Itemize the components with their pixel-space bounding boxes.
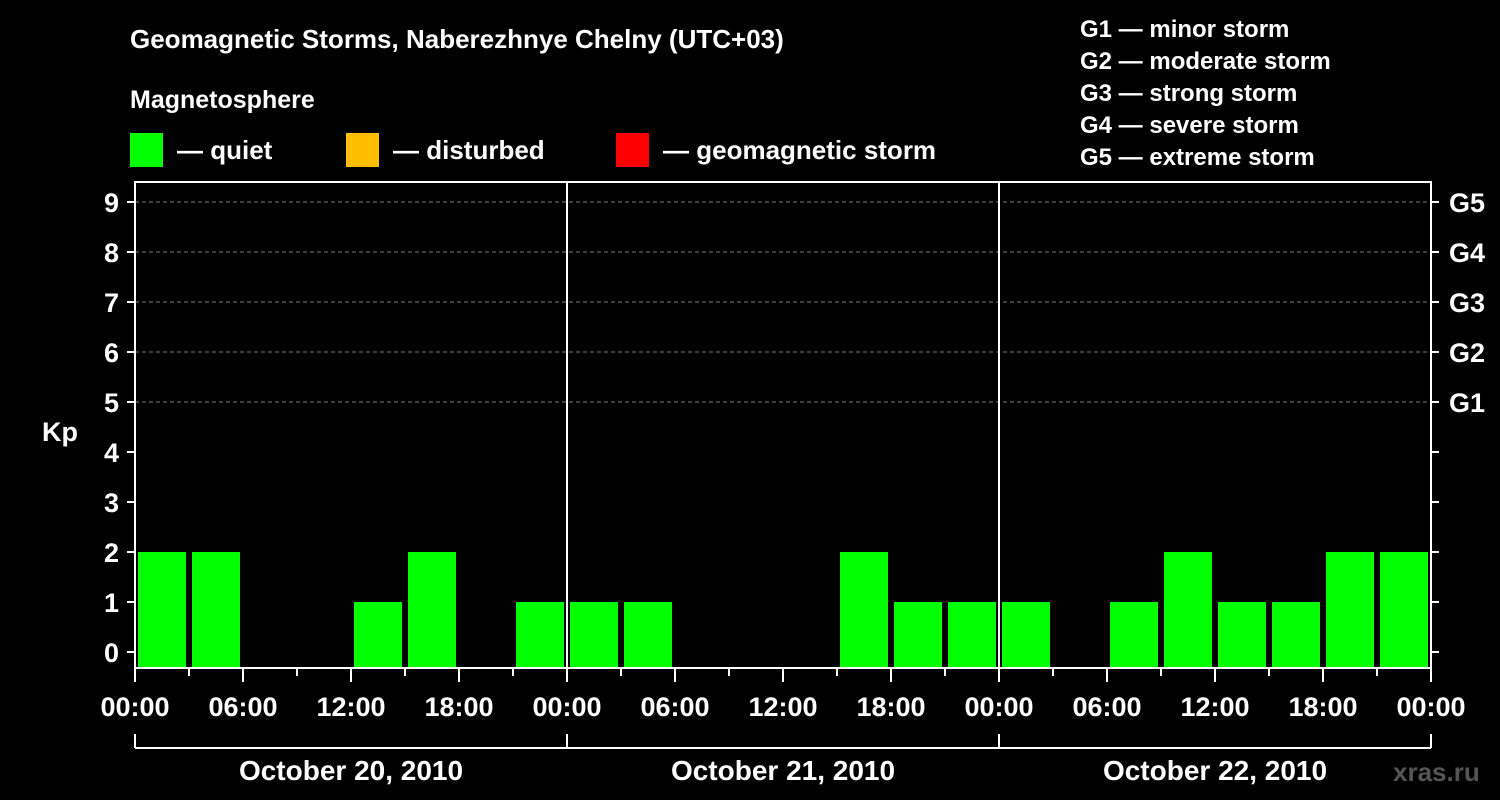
kp-bar: [354, 602, 402, 668]
watermark: xras.ru: [1393, 757, 1480, 787]
kp-bar: [408, 552, 456, 668]
y-tick-label: 5: [104, 388, 119, 418]
g-scale-item: G2 — moderate storm: [1080, 48, 1331, 75]
y-tick-label: 2: [104, 538, 119, 568]
y-tick-label: 8: [104, 238, 119, 268]
kp-bar: [840, 552, 888, 668]
g-level-label: G5: [1449, 188, 1485, 218]
legend-storm-swatch: [616, 133, 649, 167]
y-tick-label: 4: [104, 438, 119, 468]
kp-bar: [624, 602, 672, 668]
kp-bar: [1380, 552, 1428, 668]
y-tick-label: 0: [104, 638, 119, 668]
g-level-label: G3: [1449, 288, 1485, 318]
kp-bar: [192, 552, 240, 668]
plot-frame: [134, 181, 1432, 669]
x-tick-label: 12:00: [748, 692, 817, 722]
legend-disturbed-swatch: [346, 133, 379, 167]
y-tick-label: 6: [104, 338, 119, 368]
y-tick-label: 9: [104, 188, 119, 218]
x-tick-label: 18:00: [856, 692, 925, 722]
kp-bar: [948, 602, 996, 668]
kp-bar: [1002, 602, 1050, 668]
chart-subtitle: Magnetosphere: [130, 86, 315, 114]
x-tick-label: 00:00: [532, 692, 601, 722]
kp-bar: [1272, 602, 1320, 668]
g-level-label: G4: [1449, 238, 1485, 268]
x-tick-label: 00:00: [100, 692, 169, 722]
legend-quiet-label: — quiet: [177, 134, 273, 165]
kp-bar: [894, 602, 942, 668]
g-scale-legend: G1 — minor storm G2 — moderate storm G3 …: [1080, 14, 1331, 174]
x-tick-label: 06:00: [640, 692, 709, 722]
kp-bar: [516, 602, 564, 668]
legend-quiet-swatch: [130, 133, 163, 167]
kp-bar: [1110, 602, 1158, 668]
g-scale-item: G5 — extreme storm: [1080, 144, 1315, 171]
kp-bar: [138, 552, 186, 668]
y-tick-label: 7: [104, 288, 119, 318]
x-tick-label: 12:00: [316, 692, 385, 722]
date-label: October 22, 2010: [1103, 755, 1327, 786]
g-scale-item: G3 — strong storm: [1080, 80, 1298, 107]
kp-bar: [1218, 602, 1266, 668]
date-label: October 21, 2010: [671, 755, 895, 786]
x-tick-label: 18:00: [424, 692, 493, 722]
y-axis-label: Kp: [42, 417, 78, 447]
x-tick-label: 00:00: [964, 692, 1033, 722]
g-scale-item: G1 — minor storm: [1080, 16, 1290, 43]
chart-title: Geomagnetic Storms, Naberezhnye Chelny (…: [130, 24, 784, 54]
date-label: October 20, 2010: [239, 755, 463, 786]
legend-quiet: — quiet: [130, 133, 272, 167]
y-tick-label: 1: [104, 588, 119, 618]
x-tick-label: 00:00: [1396, 692, 1465, 722]
legend-disturbed: — disturbed: [346, 133, 545, 167]
legend-storm-label: — geomagnetic storm: [663, 134, 937, 165]
g-level-label: G1: [1449, 388, 1485, 418]
legend-disturbed-label: — disturbed: [393, 134, 545, 165]
kp-bar: [1164, 552, 1212, 668]
x-tick-label: 18:00: [1288, 692, 1357, 722]
x-tick-label: 06:00: [1072, 692, 1141, 722]
kp-bar: [1326, 552, 1374, 668]
y-tick-label: 3: [104, 488, 119, 518]
legend-storm: — geomagnetic storm: [616, 133, 936, 167]
x-tick-label: 12:00: [1180, 692, 1249, 722]
g-level-label: G2: [1449, 338, 1485, 368]
kp-bar: [570, 602, 618, 668]
g-scale-item: G4 — severe storm: [1080, 112, 1299, 139]
x-tick-label: 06:00: [208, 692, 277, 722]
